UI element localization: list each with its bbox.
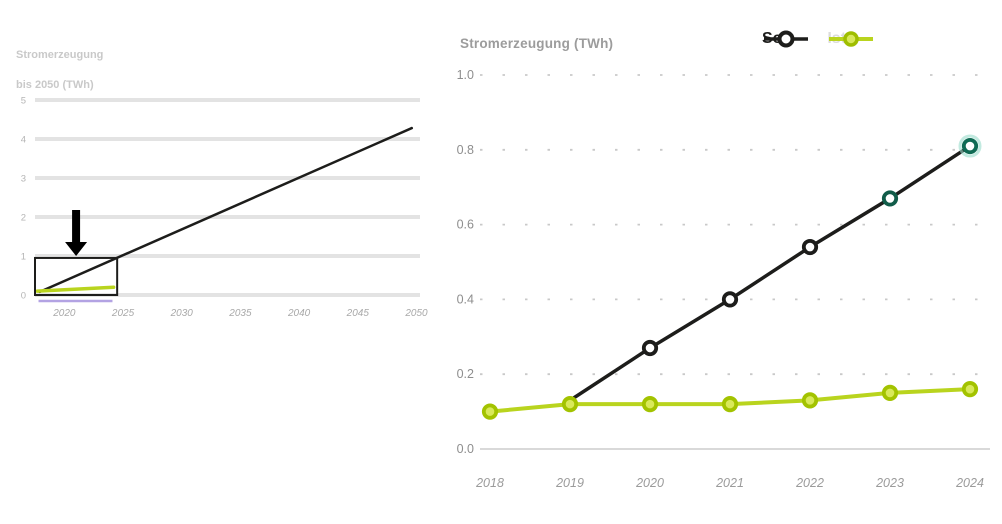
x-tick-label: 2023: [875, 476, 904, 490]
x-tick-label: 2019: [555, 476, 584, 490]
legend-marker-soll-icon: [764, 30, 808, 48]
y-tick-label: 5: [21, 96, 26, 107]
left-chart-title: Stromerzeugung bis 2050 (TWh): [16, 48, 103, 93]
y-tick-label: 0.0: [457, 442, 474, 456]
x-tick-label: 2020: [635, 476, 664, 490]
series-ist-marker: [481, 403, 499, 420]
y-tick-label: 0.8: [457, 143, 474, 157]
zoom-box: [34, 256, 119, 296]
series-soll-marker: [801, 238, 819, 256]
x-tick-label: 2025: [111, 308, 135, 319]
series-soll-line: [568, 144, 972, 403]
series-ist-marker: [961, 381, 979, 398]
legend-marker-ist-icon: [829, 31, 874, 47]
series-ist-marker: [801, 392, 819, 409]
series-soll-marker: [721, 291, 739, 308]
series-soll-marker: [641, 339, 659, 357]
y-tick-label: 3: [21, 174, 26, 185]
y-tick-label: 0.2: [457, 367, 474, 381]
y-tick-label: 0.6: [457, 218, 474, 232]
series-soll-marker: [961, 137, 979, 155]
left-chart-title-line1: Stromerzeugung: [16, 49, 104, 61]
series-ist-marker: [641, 396, 659, 413]
series-soll-marker-halo: [958, 134, 982, 158]
series-ist-marker: [881, 384, 899, 401]
x-tick-label: 2040: [287, 308, 311, 319]
y-tick-label: 2: [21, 213, 26, 224]
x-tick-label: 2050: [404, 308, 428, 319]
x-tick-label: 2035: [228, 308, 252, 319]
x-tick-label: 2018: [475, 476, 504, 490]
x-tick-label: 2020: [52, 308, 76, 319]
legend: Soll Ist: [762, 30, 874, 48]
x-tick-label: 2024: [955, 476, 984, 490]
right-chart-title: Stromerzeugung (TWh): [460, 36, 614, 51]
x-tick-label: 2022: [795, 476, 824, 490]
series-ist-marker: [721, 396, 739, 413]
series-ist-line: [35, 285, 116, 293]
down-arrow-icon: [65, 209, 88, 256]
left-chart-plot: 5 4 3 2 1 0 2020 2025 2030 2035 2040 2045 2050: [21, 96, 428, 320]
x-tick-label: 2021: [715, 476, 744, 490]
legend-entry-ist[interactable]: Ist: [827, 30, 874, 48]
y-tick-label: 1.0: [457, 68, 474, 82]
right-chart-plot: 1.0 0.8 0.6 0.4 0.2 0.0 2018 2019 2020 2021 2022 20…: [457, 68, 990, 490]
x-tick-label: 2030: [170, 308, 194, 319]
y-tick-label: 0: [21, 291, 26, 302]
y-tick-label: 1: [21, 252, 26, 263]
series-ist-marker: [561, 396, 579, 413]
y-tick-label: 4: [21, 135, 26, 146]
series-soll-marker: [881, 190, 899, 207]
x-tick-label: 2045: [346, 308, 370, 319]
y-tick-label: 0.4: [457, 292, 474, 306]
legend-entry-soll[interactable]: Soll: [762, 30, 808, 48]
series-soll-line: [38, 126, 414, 294]
left-chart-title-line2: bis 2050 (TWh): [16, 79, 94, 91]
